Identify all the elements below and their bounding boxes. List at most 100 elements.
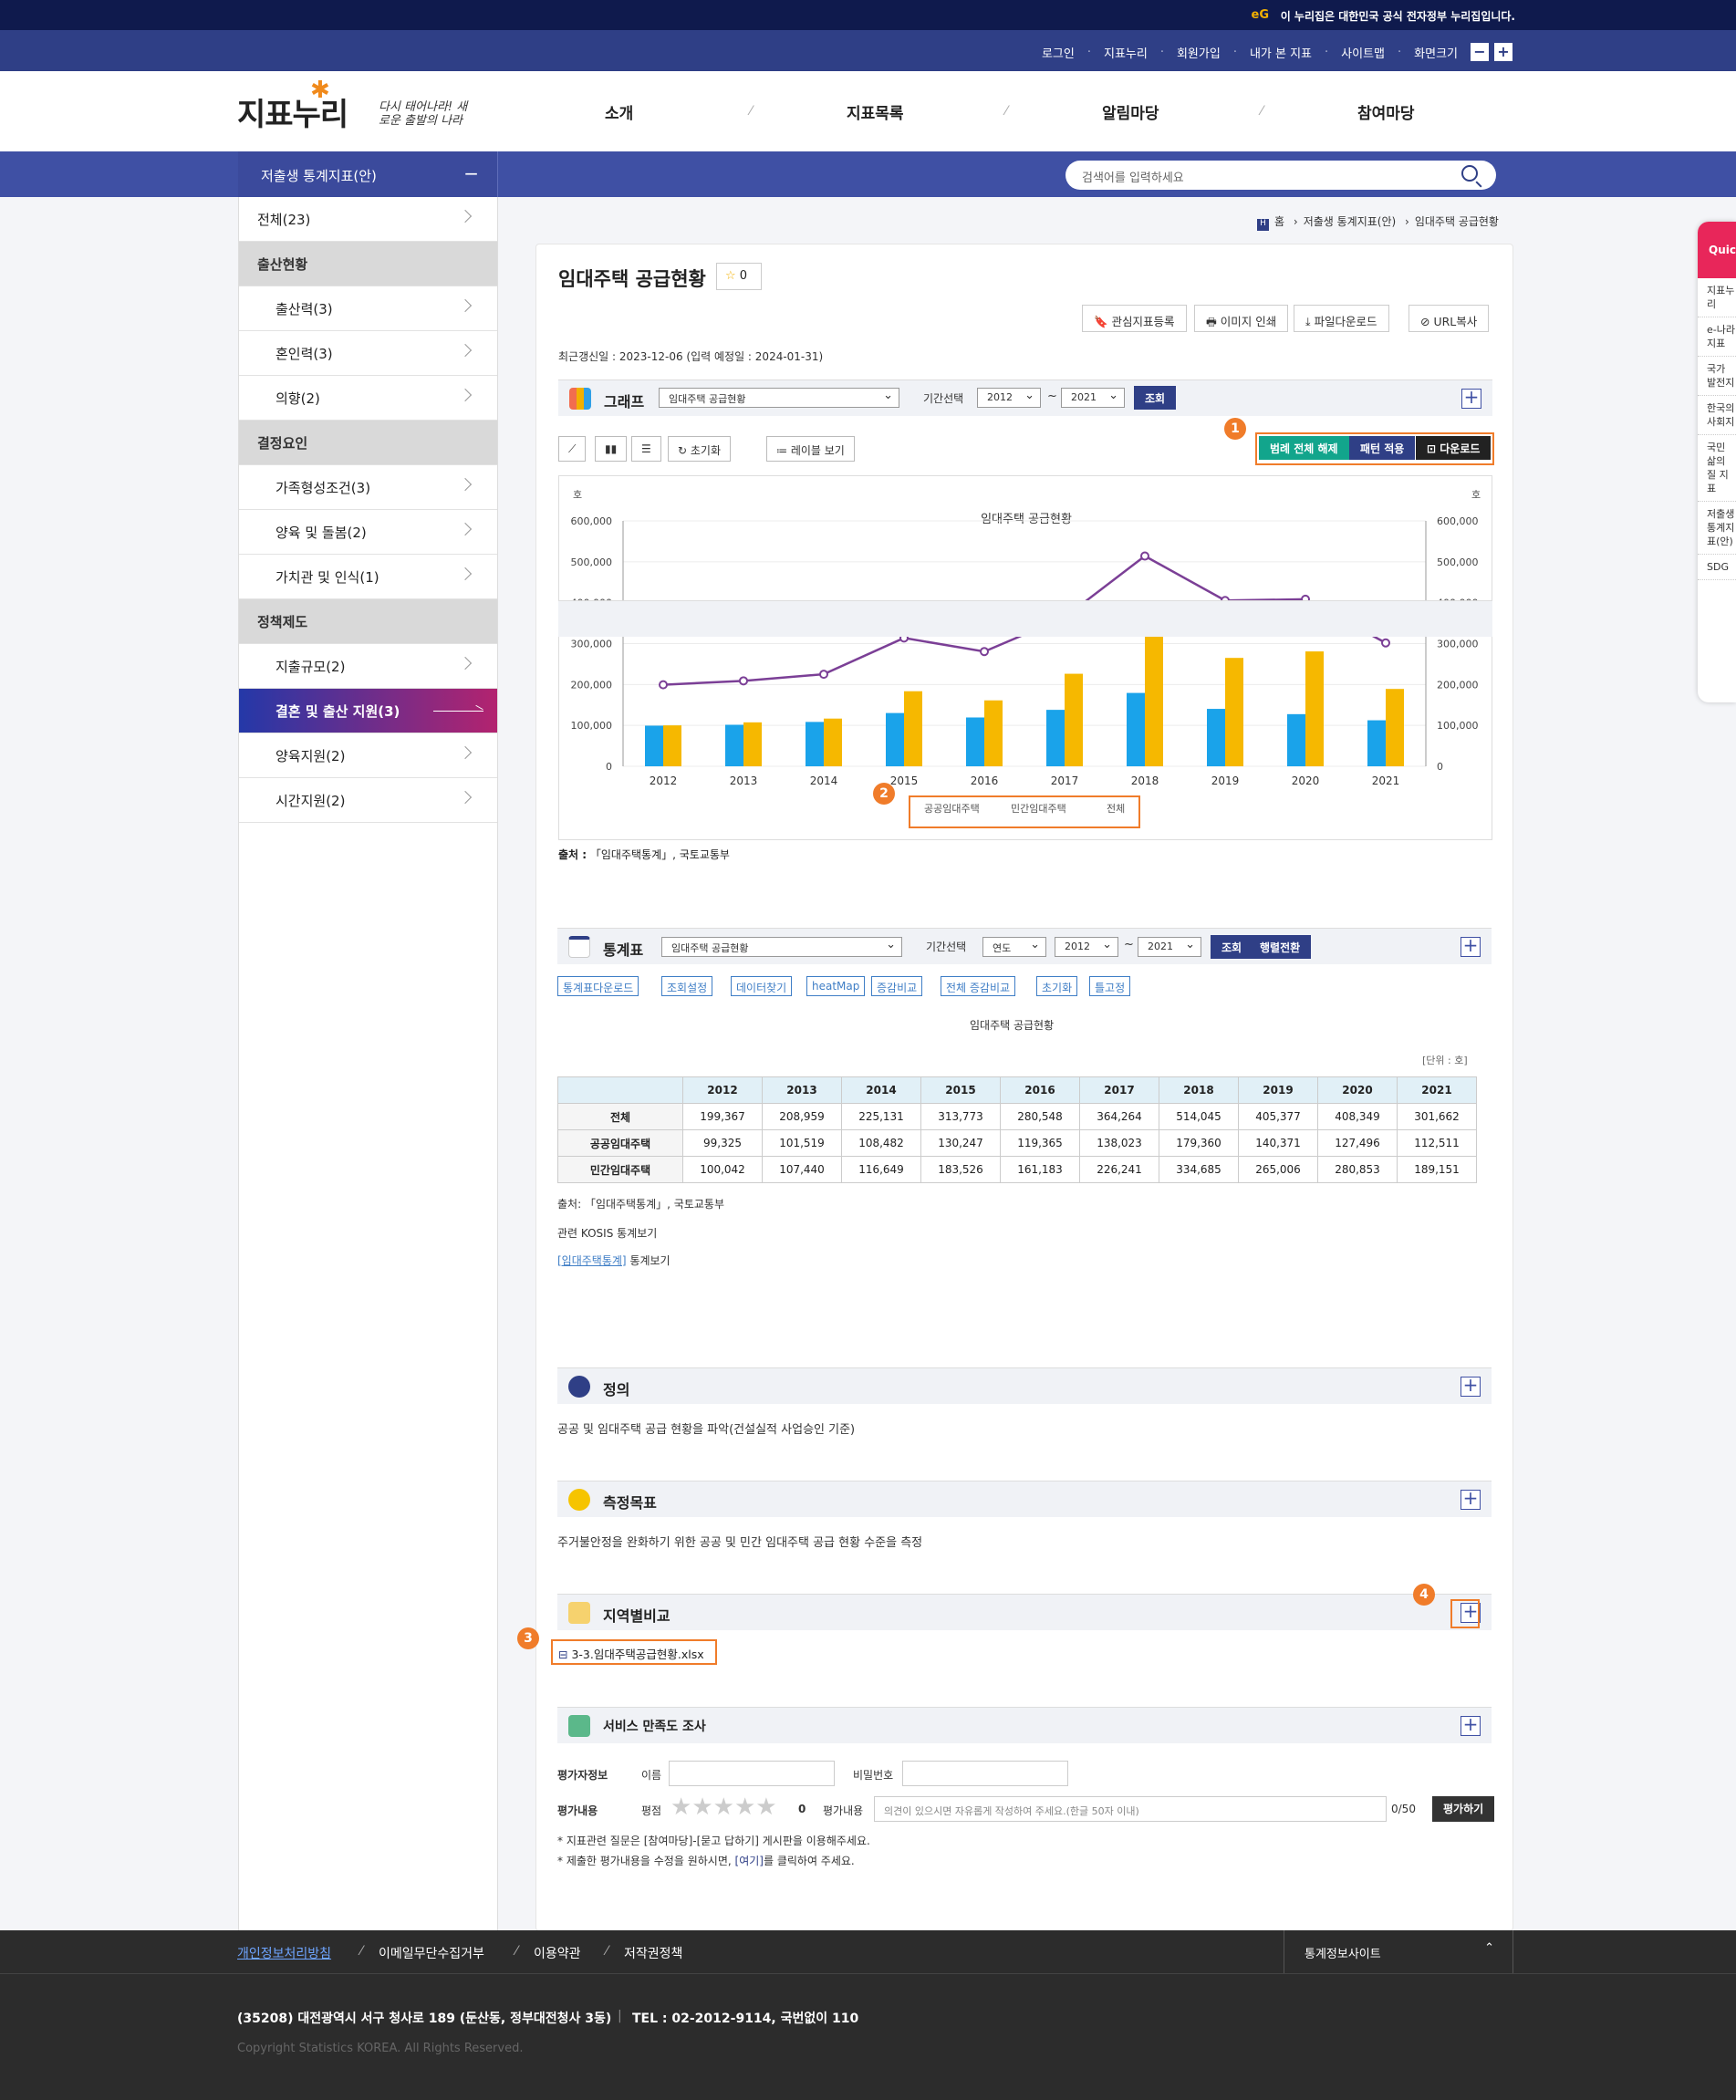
edit-here-link[interactable]: [여기] [734, 1855, 764, 1867]
jipyonuri-link[interactable]: 지표누리 [1103, 47, 1148, 61]
pattern-button[interactable]: 패턴 적용 [1349, 436, 1416, 460]
url-copy-button[interactable]: ⊘ URL복사 [1409, 305, 1490, 332]
lnb-item-intention[interactable]: 의향(2) [239, 376, 497, 421]
gnb-participation[interactable]: 참여마당 [1357, 105, 1415, 123]
submit-rating-button[interactable]: 평가하기 [1432, 1796, 1495, 1822]
breadcrumb-level1[interactable]: 저출생 통계지표(안) [1303, 215, 1397, 228]
lnb-item-fertility[interactable]: 출산력(3) [239, 286, 497, 331]
graph-search-button[interactable]: 조회 [1134, 386, 1177, 410]
chip-find-data[interactable]: 데이터찾기 [731, 976, 793, 996]
password-input[interactable] [902, 1761, 1068, 1786]
email-refusal-link[interactable]: 이메일무단수집거부 [379, 1947, 484, 1961]
favorite-count: 0 [739, 269, 748, 283]
site-logo[interactable]: 지표누리 ✱ [237, 77, 348, 134]
chart-download-button[interactable]: ⊡ 다운로드 [1416, 436, 1492, 460]
stat-site-selector[interactable]: 통계정보사이트 ⌃ [1284, 1930, 1513, 1973]
search-input[interactable]: 검색어를 입력하세요 [1066, 161, 1496, 190]
bar-chart-button[interactable]: ▮▮ [595, 436, 628, 462]
quick-link[interactable]: 국민 삶의 질 지표 [1698, 435, 1736, 502]
quick-link[interactable]: SDG [1698, 555, 1736, 580]
quick-link[interactable]: 저출생 통계지표(안) [1698, 502, 1736, 555]
login-link[interactable]: 로그인 [1041, 47, 1075, 61]
y-axis-label: 호 [573, 489, 582, 501]
opinion-input[interactable]: 의견이 있으시면 자유롭게 작성하여 주세요.(한글 50자 이내) [874, 1796, 1387, 1822]
quick-link[interactable]: 한국의 사회지 [1698, 396, 1736, 435]
gnb-intro[interactable]: 소개 [605, 105, 634, 123]
table-search-button[interactable]: 조회 [1211, 935, 1253, 959]
quick-link[interactable]: 국가 발전지 [1698, 357, 1736, 396]
favorite-button[interactable]: ☆ 0 [716, 263, 762, 290]
lnb-item-childcare[interactable]: 양육 및 돌봄(2) [239, 510, 497, 555]
bookmark-button[interactable]: 🔖 관심지표등록 [1082, 305, 1187, 332]
lnb-item-marriage-birth-support[interactable]: 결혼 및 출산 지원(3) [239, 689, 497, 733]
chip-heatmap[interactable]: heatMap [806, 976, 866, 996]
quick-link[interactable]: 지표누리 [1698, 278, 1736, 317]
lnb-item-all[interactable]: 전체(23) [239, 197, 497, 242]
breadcrumb-level2: 임대주택 공급현황 [1414, 215, 1499, 228]
definition-expand-icon[interactable]: + [1461, 1376, 1481, 1397]
lnb-item-time-support[interactable]: 시간지원(2) [239, 778, 497, 823]
region-expand-icon[interactable]: + [1461, 1602, 1481, 1623]
horizontal-bar-button[interactable]: ☰ [631, 436, 661, 462]
bar-public [806, 722, 824, 766]
file-download-button[interactable]: ⤓ 파일다운로드 [1294, 305, 1389, 332]
line-chart-button[interactable]: ⟋ [558, 436, 587, 462]
name-input[interactable] [669, 1761, 835, 1786]
zoom-in-button[interactable]: + [1494, 43, 1513, 61]
chip-change-compare[interactable]: 증감비교 [871, 976, 923, 996]
category-selector[interactable]: 저출생 통계지표(안) − [238, 151, 498, 197]
chip-query-settings[interactable]: 조회설정 [661, 976, 713, 996]
bar-private [1305, 651, 1324, 766]
recent-indicators-link[interactable]: 내가 본 지표 [1249, 47, 1313, 61]
graph-expand-icon[interactable]: + [1461, 388, 1481, 409]
gnb-divider: ⁄ [1261, 104, 1263, 119]
region-file-link[interactable]: ⊟ 3-3.임대주택공급현황.xlsx [551, 1639, 717, 1665]
lnb-item-family-formation[interactable]: 가족형성조건(3) [239, 465, 497, 510]
survey-expand-icon[interactable]: + [1461, 1715, 1481, 1736]
search-icon[interactable] [1461, 165, 1478, 182]
zoom-out-button[interactable]: − [1471, 43, 1489, 61]
quick-link[interactable]: e-나라 지표 [1698, 317, 1736, 357]
graph-to-year-select[interactable]: 2021 [1061, 388, 1125, 408]
privacy-policy-link[interactable]: 개인정보처리방침 [237, 1947, 332, 1961]
terms-link[interactable]: 이용약관 [534, 1947, 581, 1961]
chip-table-download[interactable]: 통계표다운로드 [557, 976, 639, 996]
chip-freeze[interactable]: 틀고정 [1089, 976, 1131, 996]
x-tick-label: 2014 [810, 775, 838, 787]
sitemap-link[interactable]: 사이트맵 [1341, 47, 1386, 61]
copyright-policy-link[interactable]: 저작권정책 [624, 1947, 683, 1961]
bar-public [886, 712, 904, 766]
rating-stars[interactable]: ★★★★★ [670, 1793, 777, 1821]
lnb-item-expenditure[interactable]: 지출규모(2) [239, 644, 497, 689]
table-cell: 179,360 [1159, 1129, 1239, 1157]
gnb-indicator-list[interactable]: 지표목록 [847, 105, 904, 123]
table-to-year-select[interactable]: 2021 [1138, 937, 1201, 957]
graph-from-year-select[interactable]: 2012 [977, 388, 1041, 408]
home-icon[interactable]: H [1257, 219, 1269, 231]
legend-clear-button[interactable]: 범례 전체 해제 [1259, 436, 1349, 460]
signup-link[interactable]: 회원가입 [1176, 47, 1221, 61]
y-tick-label: 600,000 [571, 515, 613, 527]
breadcrumb-home[interactable]: 홈 [1274, 215, 1285, 228]
gnb-notice[interactable]: 알림마당 [1102, 105, 1159, 123]
table-from-year-select[interactable]: 2012 [1055, 937, 1118, 957]
col-header: 2012 [682, 1076, 763, 1104]
lnb-item-marriage[interactable]: 혼인력(3) [239, 331, 497, 376]
row-header: 전체 [557, 1103, 683, 1130]
print-image-button[interactable]: 🖶 이미지 인쇄 [1194, 305, 1289, 332]
goal-expand-icon[interactable]: + [1461, 1489, 1481, 1510]
kosis-link[interactable]: [임대주택통계] [557, 1254, 627, 1267]
transpose-button[interactable]: 행렬전환 [1249, 935, 1312, 959]
chip-all-change-compare[interactable]: 전체 증감비교 [941, 976, 1016, 996]
show-labels-button[interactable]: ≔ 레이블 보기 [766, 436, 855, 462]
chart-reset-button[interactable]: ↻ 초기화 [668, 436, 731, 462]
lnb-item-parenting-support[interactable]: 양육지원(2) [239, 733, 497, 778]
logo-text: 지표누리 [237, 97, 348, 133]
chip-reset[interactable]: 초기화 [1036, 976, 1078, 996]
lnb-item-values[interactable]: 가치관 및 인식(1) [239, 555, 497, 599]
table-indicator-select[interactable]: 임대주택 공급현황 [661, 937, 902, 957]
table-expand-icon[interactable]: + [1461, 936, 1481, 957]
table-unit-select[interactable]: 연도 [982, 937, 1046, 957]
collapse-icon[interactable]: − [463, 162, 479, 184]
graph-indicator-select[interactable]: 임대주택 공급현황 [659, 388, 899, 408]
